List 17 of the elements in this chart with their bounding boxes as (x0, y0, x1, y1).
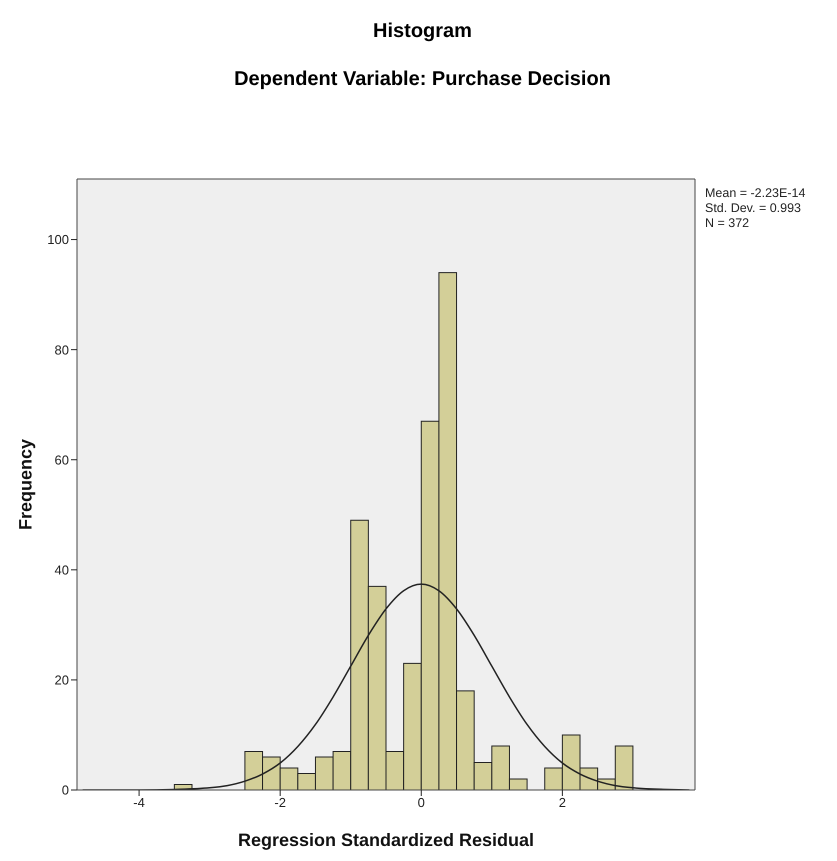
y-axis-title: Frequency (15, 438, 36, 530)
y-tick-label: 60 (54, 452, 69, 468)
y-tick-label: 80 (54, 342, 69, 358)
text: Mean = -2.23E-14 (705, 186, 806, 201)
x-tick-label: 0 (418, 795, 425, 810)
x-axis-title: Regression Standardized Residual (238, 830, 534, 850)
chart-subtitle: Dependent Variable: Purchase Decision (233, 68, 612, 91)
y-tick-label: 40 (54, 562, 69, 578)
y-tick-label: 20 (54, 672, 69, 688)
y-tick-label: 0 (62, 782, 69, 798)
x-tick-label: -4 (133, 795, 145, 810)
text: Std. Dev. = 0.993 (705, 201, 802, 216)
x-tick-label: 2 (558, 795, 566, 810)
x-tick-label: -2 (274, 795, 286, 810)
chart-title: Histogram (372, 20, 473, 43)
text: N = 372 (705, 216, 750, 231)
y-tick-label: 100 (47, 232, 69, 248)
